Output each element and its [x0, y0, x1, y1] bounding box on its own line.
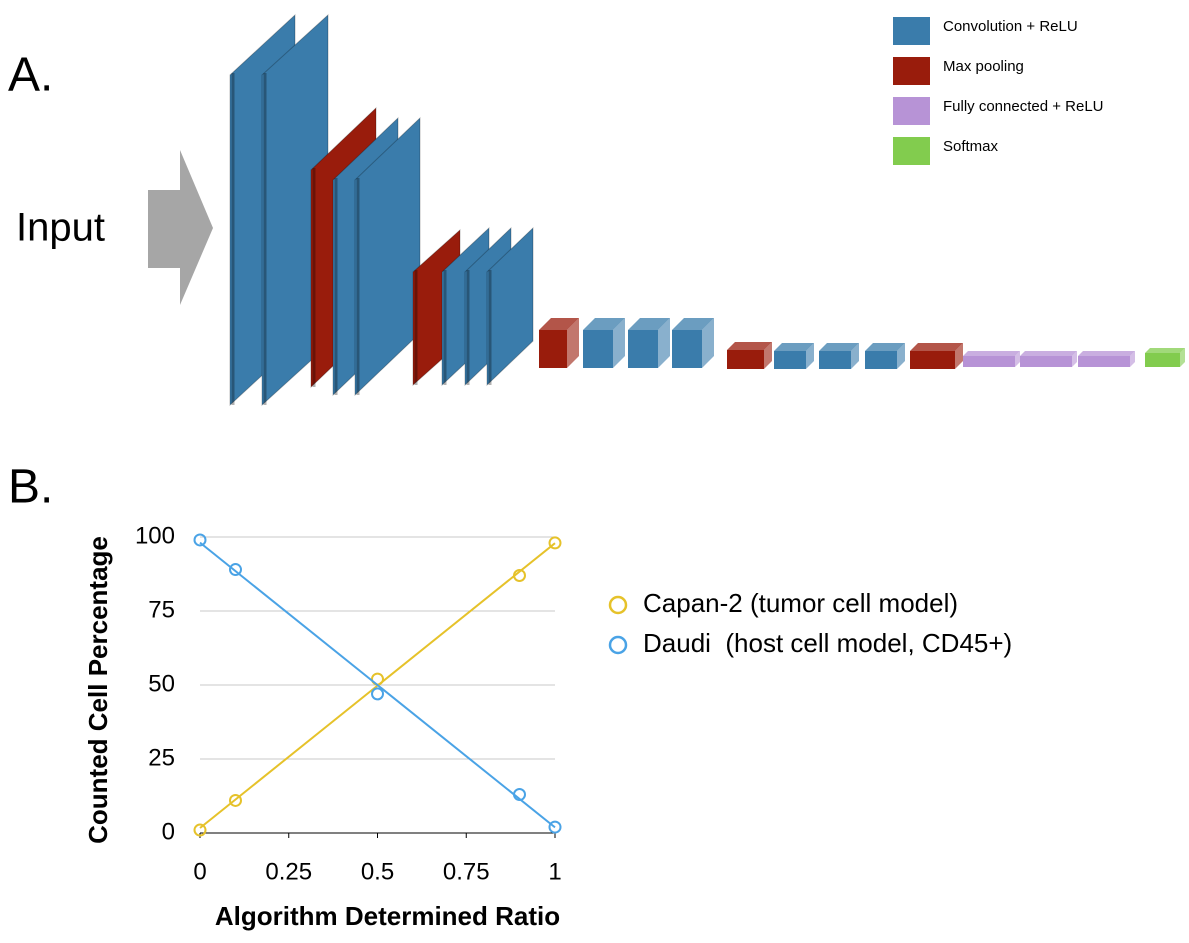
y-tick-label: 50 — [148, 670, 175, 697]
block-top — [1078, 351, 1135, 356]
figure: A. Input Convolution + ReLU Max pooling Fu… — [0, 0, 1189, 943]
y-tick-label: 0 — [162, 818, 175, 845]
block-top — [963, 351, 1020, 356]
panel-label: B. — [8, 461, 53, 514]
input-label: Input — [16, 206, 105, 250]
legend-swatch — [893, 137, 930, 165]
block-front — [628, 330, 658, 368]
block-front — [1020, 356, 1072, 367]
x-tick-label: 0.5 — [361, 858, 394, 885]
block-front — [539, 330, 567, 368]
legend-swatch — [893, 17, 930, 45]
legend-label: Max pooling — [943, 58, 1024, 75]
block-front — [672, 330, 702, 368]
x-axis-label: Algorithm Determined Ratio — [215, 901, 560, 931]
block-front — [910, 351, 955, 369]
legend-label: Convolution + ReLU — [943, 18, 1078, 35]
x-tick-label: 0 — [193, 858, 206, 885]
data-point — [230, 564, 241, 575]
legend-label: Capan-2 (tumor cell model) — [643, 588, 958, 618]
y-tick-label: 25 — [148, 744, 175, 771]
block-top — [1145, 348, 1185, 353]
legend-label: Daudi (host cell model, CD45+) — [643, 628, 1012, 658]
y-axis-label: Counted Cell Percentage — [83, 536, 113, 844]
block-front — [865, 351, 897, 369]
block-top — [1020, 351, 1077, 356]
block-top — [910, 343, 963, 351]
network-layers — [230, 15, 1185, 405]
legend-marker — [610, 637, 626, 653]
block-front — [1145, 353, 1180, 367]
data-point — [550, 537, 561, 548]
legend-swatch — [893, 57, 930, 85]
legend-marker — [610, 597, 626, 613]
data-point — [372, 688, 383, 699]
x-tick-label: 1 — [548, 858, 561, 885]
legend-swatch — [893, 97, 930, 125]
block-front — [583, 330, 613, 368]
y-tick-label: 75 — [148, 596, 175, 623]
panel-label: A. — [8, 49, 53, 102]
input-arrow — [148, 150, 213, 305]
block-front — [774, 351, 806, 369]
block-front — [727, 350, 764, 369]
y-tick-label: 100 — [135, 522, 175, 549]
x-tick-label: 0.25 — [265, 858, 312, 885]
legend-label: Fully connected + ReLU — [943, 98, 1104, 115]
layer-legend: Convolution + ReLU Max pooling Fully conne… — [893, 17, 1104, 165]
chart: 0 25 50 75 100 0 0.25 0.5 0.75 1 Algorithm Determi… — [83, 522, 1012, 931]
block-front — [963, 356, 1015, 367]
x-tick-label: 0.75 — [443, 858, 490, 885]
legend-label: Softmax — [943, 138, 999, 155]
block-front — [819, 351, 851, 369]
block-front — [1078, 356, 1130, 367]
